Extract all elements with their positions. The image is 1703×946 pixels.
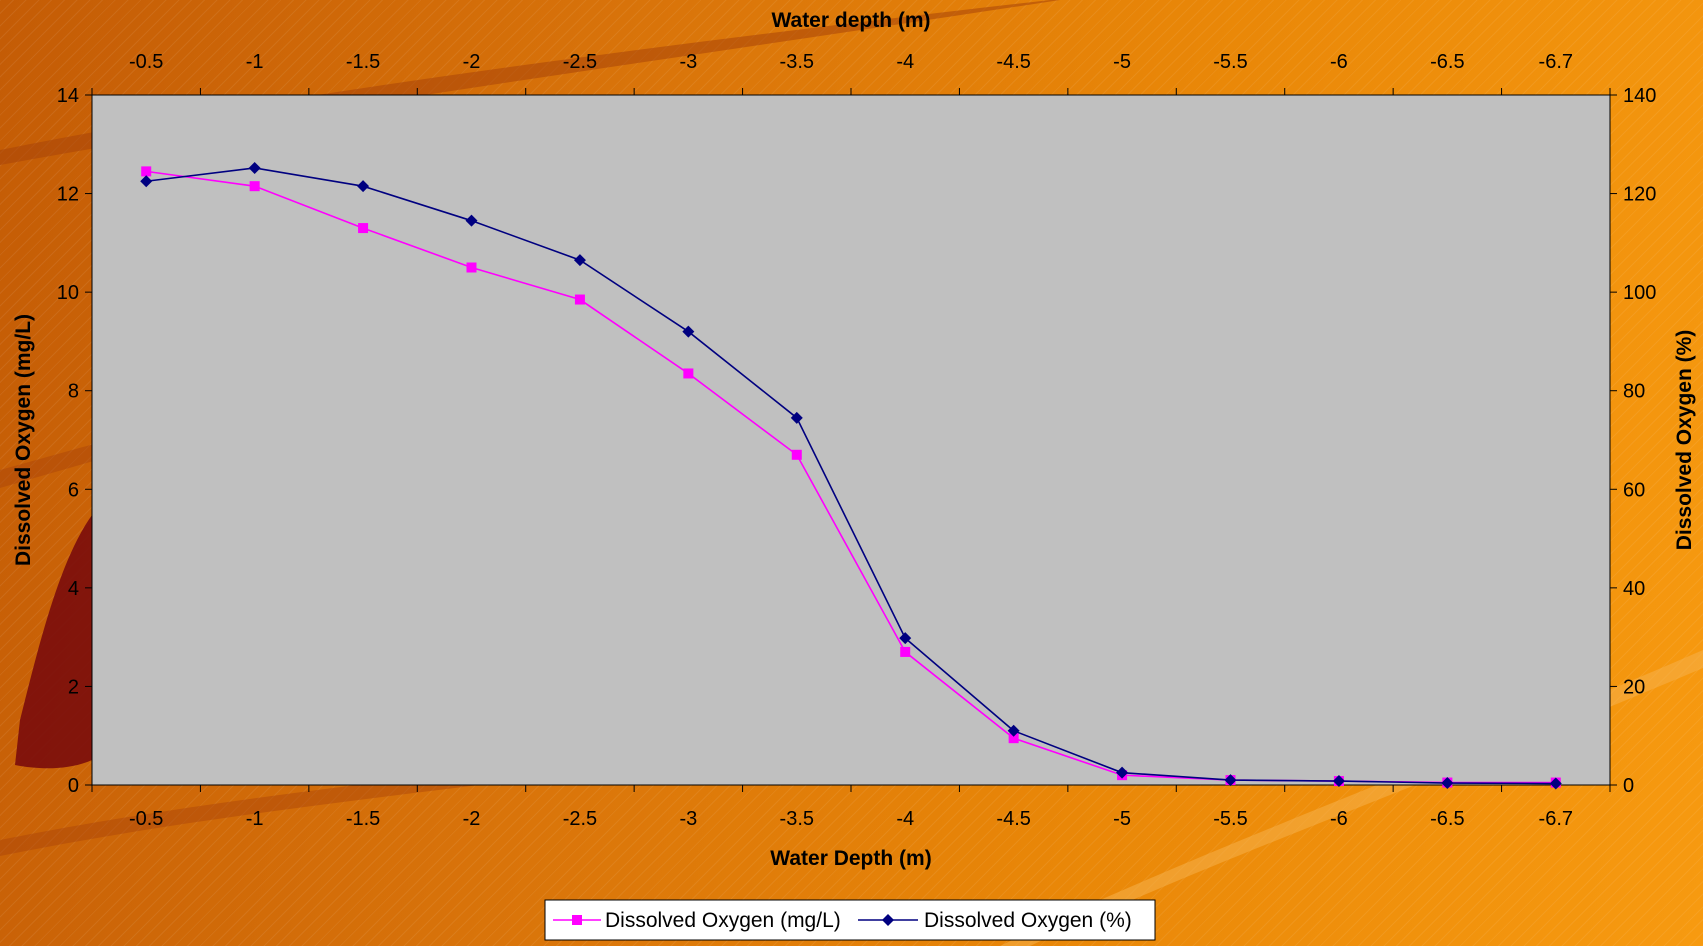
bottom-axis-tick-label: -1 <box>246 808 264 830</box>
right-axis-tick-label: 0 <box>1623 775 1634 797</box>
top-axis-tick-label: -1 <box>246 51 264 73</box>
x-axis-title-bottom: Water Depth (m) <box>770 847 931 870</box>
top-axis-tick-label: -5 <box>1113 51 1131 73</box>
top-axis-tick-label: -6 <box>1330 51 1348 73</box>
data-point-mgl <box>466 262 477 273</box>
plot-area <box>91 94 1611 786</box>
data-point-mgl <box>249 181 260 192</box>
left-axis-tick-label: 6 <box>68 479 79 501</box>
y-axis-title-left: Dissolved Oxygen (mg/L) <box>12 314 35 566</box>
legend-marker-pct <box>882 914 894 926</box>
top-axis-tick-label: -3 <box>679 51 697 73</box>
data-point-mgl <box>141 166 152 177</box>
y-axis-title-right: Dissolved Oxygen (%) <box>1673 330 1696 551</box>
top-axis-tick-label: -4.5 <box>996 51 1030 73</box>
top-axis-tick-label: -0.5 <box>129 51 163 73</box>
data-point-pct <box>465 214 478 227</box>
left-axis-tick-label: 10 <box>57 282 79 304</box>
bottom-axis-tick-label: -6.7 <box>1539 808 1573 830</box>
bottom-axis-tick-label: -6 <box>1330 808 1348 830</box>
bottom-axis-tick-label: -2 <box>463 808 481 830</box>
left-axis-tick-label: 14 <box>57 85 79 107</box>
legend: Dissolved Oxygen (mg/L) Dissolved Oxygen… <box>544 899 1156 941</box>
data-point-pct <box>573 254 586 267</box>
data-point-pct <box>1332 775 1345 788</box>
data-point-pct <box>682 325 695 338</box>
bottom-axis-tick-label: -0.5 <box>129 808 163 830</box>
left-axis-tick-label: 4 <box>68 578 79 600</box>
data-point-pct <box>357 180 370 193</box>
data-point-mgl <box>791 449 802 460</box>
top-axis-tick-label: -5.5 <box>1213 51 1247 73</box>
bottom-axis-tick-label: -5 <box>1113 808 1131 830</box>
data-point-pct <box>790 411 803 424</box>
top-axis-ticks: -0.5 -1 -1.5 -2 -2.5 -3 -3.5 -4 -4.5 -5 -5.5 -6 -6.5… <box>91 51 1611 95</box>
bottom-axis-tick-label: -3.5 <box>780 808 814 830</box>
bottom-axis-tick-label: -1.5 <box>346 808 380 830</box>
top-axis-tick-label: -6.7 <box>1539 51 1573 73</box>
legend-label-pct: Dissolved Oxygen (%) <box>924 909 1132 932</box>
top-axis-tick-label: -2 <box>463 51 481 73</box>
data-point-pct <box>1441 777 1454 790</box>
bottom-axis-tick-label: -5.5 <box>1213 808 1247 830</box>
right-axis-tick-label: 60 <box>1623 479 1645 501</box>
right-axis-tick-label: 20 <box>1623 676 1645 698</box>
legend-marker-mgl <box>572 915 582 925</box>
bottom-axis-tick-label: -6.5 <box>1430 808 1464 830</box>
bottom-axis-tick-label: -4 <box>896 808 914 830</box>
right-axis-tick-label: 140 <box>1623 85 1656 107</box>
data-point-mgl <box>1008 733 1019 744</box>
data-point-pct <box>1116 766 1129 779</box>
data-point-pct <box>1549 777 1562 790</box>
right-axis-tick-label: 120 <box>1623 184 1656 206</box>
bottom-axis-ticks: -0.5 -1 -1.5 -2 -2.5 -3 -3.5 -4 -4.5 -5 -5.5 -6 -6.5… <box>91 785 1611 830</box>
data-point-mgl <box>683 368 694 379</box>
series-line-1 <box>146 167 1556 785</box>
left-axis-tick-label: 8 <box>68 381 79 403</box>
right-axis-tick-label: 100 <box>1623 282 1656 304</box>
data-point-pct <box>140 175 153 188</box>
top-axis-tick-label: -6.5 <box>1430 51 1464 73</box>
left-axis-tick-label: 2 <box>68 676 79 698</box>
data-point-mgl <box>358 223 369 234</box>
data-point-mgl <box>900 646 911 657</box>
data-point-pct <box>248 161 261 174</box>
top-axis-tick-label: -1.5 <box>346 51 380 73</box>
right-axis-ticks: 0 20 40 60 80 100 120 140 <box>1610 85 1656 797</box>
legend-label-mgl: Dissolved Oxygen (mg/L) <box>605 909 841 932</box>
top-axis-tick-label: -2.5 <box>563 51 597 73</box>
x-axis-title-top: Water depth (m) <box>771 9 930 32</box>
left-axis-ticks: 0 2 4 6 8 10 12 14 <box>57 85 92 797</box>
data-point-pct <box>1007 724 1020 737</box>
data-point-pct <box>1224 774 1237 787</box>
top-axis-tick-label: -4 <box>896 51 914 73</box>
left-axis-tick-label: 12 <box>57 184 79 206</box>
bottom-axis-tick-label: -3 <box>679 808 697 830</box>
data-point-pct <box>899 632 912 645</box>
right-axis-tick-label: 40 <box>1623 578 1645 600</box>
bottom-axis-tick-label: -4.5 <box>996 808 1030 830</box>
top-axis-tick-label: -3.5 <box>780 51 814 73</box>
series-layer <box>140 161 1562 790</box>
bottom-axis-tick-label: -2.5 <box>563 808 597 830</box>
decorative-figure-shape <box>15 515 92 769</box>
left-axis-tick-label: 0 <box>68 775 79 797</box>
legend-box <box>544 899 1156 941</box>
right-axis-tick-label: 80 <box>1623 381 1645 403</box>
data-point-mgl <box>574 294 585 305</box>
